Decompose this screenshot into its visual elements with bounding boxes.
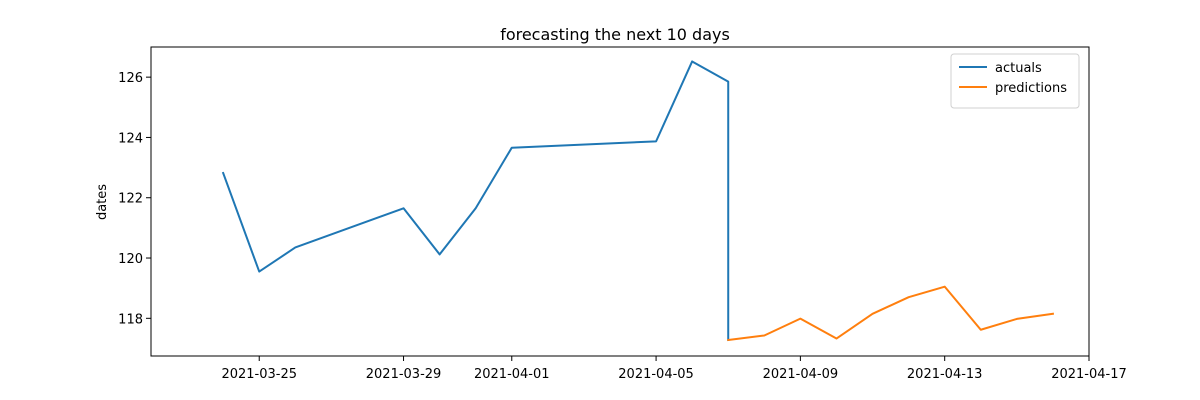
y-tick-label: 124: [118, 131, 143, 146]
series-line-predictions: [727, 285, 1055, 342]
x-tick-label: 2021-04-05: [618, 367, 694, 382]
x-tick-label: 2021-04-17: [1051, 367, 1127, 382]
legend-label-actuals: actuals: [995, 61, 1042, 76]
plot-area: [221, 60, 1055, 342]
y-tick-label: 122: [118, 192, 143, 207]
y-axis-label: dates: [95, 184, 110, 220]
x-tick-label: 2021-04-09: [763, 367, 839, 382]
x-tick-label: 2021-03-29: [366, 367, 442, 382]
legend: actuals predictions: [950, 53, 1080, 109]
axes: 2021-03-25 2021-03-29 2021-04-01 2021-04-05…: [118, 46, 1127, 382]
plot-frame: [150, 46, 1090, 357]
series-line-actuals: [221, 60, 730, 342]
x-tick-label: 2021-03-25: [221, 367, 297, 382]
y-tick-label: 118: [118, 312, 143, 327]
y-tick-label: 126: [118, 71, 143, 86]
x-tick-label: 2021-04-01: [474, 367, 550, 382]
chart-title: forecasting the next 10 days: [500, 25, 730, 44]
legend-label-predictions: predictions: [995, 81, 1067, 96]
x-tick-label: 2021-04-13: [907, 367, 983, 382]
y-tick-label: 120: [118, 252, 143, 267]
